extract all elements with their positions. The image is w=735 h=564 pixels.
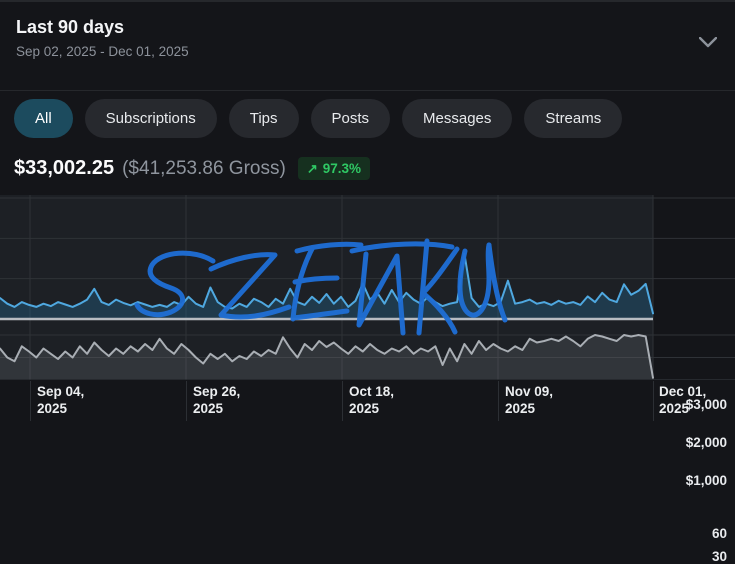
change-percent: 97.3% xyxy=(322,161,361,176)
change-badge: ↗ 97.3% xyxy=(297,157,370,180)
x-tick-mark xyxy=(653,381,654,421)
x-label-sep04: Sep 04, 2025 xyxy=(37,384,85,416)
date-range-header[interactable]: Last 90 days Sep 02, 2025 - Dec 01, 2025 xyxy=(0,2,735,91)
x-tick-mark xyxy=(186,381,187,421)
tab-subscriptions[interactable]: Subscriptions xyxy=(84,99,217,138)
tab-all[interactable]: All xyxy=(14,99,73,138)
x-label-sep26: Sep 26, 2025 xyxy=(193,384,241,416)
y-tick-3000: $3,000 xyxy=(685,397,727,412)
category-tabs: All Subscriptions Tips Posts Messages St… xyxy=(14,99,735,138)
x-label-nov09: Nov 09, 2025 xyxy=(505,384,554,416)
y-tick-30: 30 xyxy=(711,549,727,564)
gross-earnings-total: ($41,253.86 Gross) xyxy=(122,157,286,179)
page-title: Last 90 days xyxy=(16,17,125,37)
y-tick-2000: $2,000 xyxy=(685,435,727,450)
earnings-summary: $33,002.25 ($41,253.86 Gross) ↗ 97.3% xyxy=(14,157,370,180)
date-range-text: Sep 02, 2025 - Dec 01, 2025 xyxy=(16,44,189,59)
net-earnings-total: $33,002.25 xyxy=(14,157,115,179)
x-tick-mark xyxy=(498,381,499,421)
x-tick-mark xyxy=(342,381,343,421)
chevron-down-icon[interactable] xyxy=(695,29,721,55)
tab-posts[interactable]: Posts xyxy=(310,99,391,138)
x-label-oct18: Oct 18, 2025 xyxy=(349,384,395,416)
tab-messages[interactable]: Messages xyxy=(402,99,513,138)
tab-tips[interactable]: Tips xyxy=(228,99,299,138)
earnings-chart[interactable]: $3,000 $2,000 $1,000 60 30 xyxy=(0,195,735,564)
handwritten-scribble xyxy=(134,238,508,336)
tab-streams[interactable]: Streams xyxy=(524,99,623,138)
earnings-chart-svg xyxy=(0,195,735,380)
x-tick-mark xyxy=(30,381,31,421)
y-tick-60: 60 xyxy=(711,526,727,541)
trend-up-arrow-icon: ↗ xyxy=(306,161,318,176)
x-label-dec01: Dec 01, 2025 xyxy=(659,384,707,416)
x-axis-labels: Sep 04, 2025 Sep 26, 2025 Oct 18, 2025 Nov … xyxy=(0,380,735,425)
y-tick-1000: $1,000 xyxy=(685,473,727,488)
